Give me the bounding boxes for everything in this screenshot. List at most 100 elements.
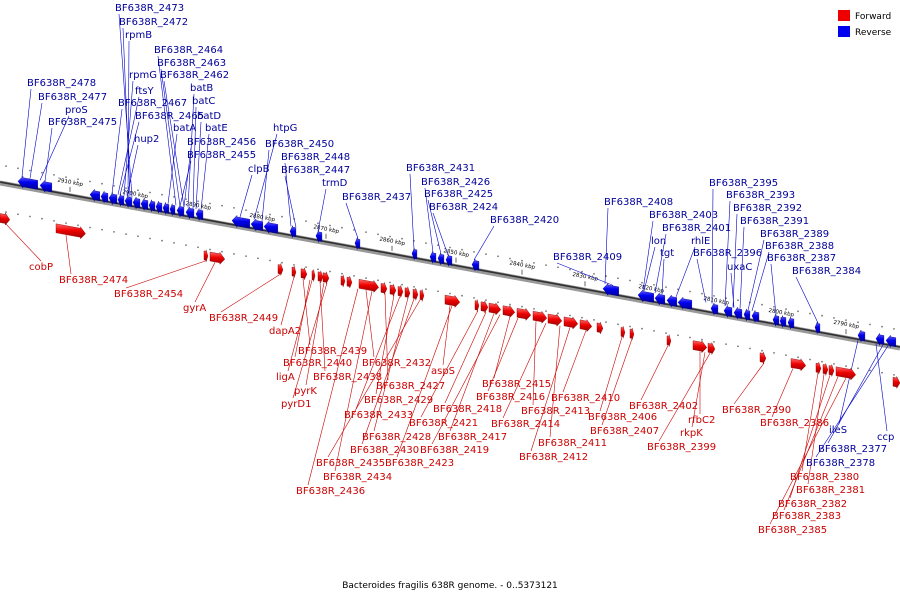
reverse-gene[interactable] (779, 315, 787, 328)
reverse-gene[interactable] (315, 230, 323, 243)
forward-gene[interactable] (822, 363, 829, 376)
forward-gene[interactable] (358, 279, 379, 293)
reverse-gene[interactable] (437, 252, 445, 265)
leader-line (502, 322, 547, 419)
forward-gene[interactable] (480, 300, 489, 314)
reverse-gene[interactable] (666, 294, 677, 308)
reverse-gene[interactable] (723, 304, 733, 318)
reverse-gene[interactable] (169, 203, 176, 216)
forward-gene[interactable] (474, 299, 480, 312)
forward-gene[interactable] (828, 364, 835, 377)
forward-gene[interactable] (488, 302, 502, 316)
forward-gene[interactable] (380, 282, 388, 295)
forward-gene[interactable] (620, 326, 626, 339)
track-dot (809, 312, 811, 315)
reverse-gene[interactable] (263, 220, 278, 234)
reverse-gene[interactable] (250, 218, 263, 232)
forward-gene[interactable] (404, 286, 411, 299)
forward-gene[interactable] (835, 366, 856, 381)
reverse-gene[interactable] (100, 190, 109, 204)
forward-gene[interactable] (516, 307, 532, 321)
forward-gene[interactable] (596, 321, 604, 335)
forward-gene[interactable] (532, 310, 548, 324)
reverse-gene[interactable] (787, 316, 795, 330)
reverse-gene[interactable] (117, 194, 125, 207)
reverse-gene[interactable] (471, 258, 480, 272)
reverse-gene-label: BF638R_2377 (818, 444, 887, 455)
reverse-gene[interactable] (654, 292, 665, 306)
forward-gene[interactable] (412, 288, 419, 301)
track-dot (149, 191, 151, 194)
forward-gene[interactable] (317, 270, 324, 283)
reverse-gene[interactable] (602, 283, 619, 297)
forward-gene[interactable] (892, 376, 900, 390)
forward-gene[interactable] (815, 362, 822, 375)
reverse-gene[interactable] (857, 329, 866, 342)
forward-gene[interactable] (203, 249, 209, 262)
forward-gene[interactable] (759, 351, 767, 364)
reverse-gene[interactable] (108, 191, 118, 205)
forward-gene[interactable] (692, 340, 708, 354)
reverse-gene[interactable] (677, 296, 692, 310)
forward-gene[interactable] (397, 285, 404, 298)
forward-gene[interactable] (209, 251, 226, 265)
reverse-gene[interactable] (17, 175, 38, 190)
reverse-gene[interactable] (162, 202, 170, 215)
reverse-gene[interactable] (176, 204, 185, 218)
reverse-gene[interactable] (743, 308, 751, 321)
forward-gene[interactable] (579, 318, 593, 333)
track-dot (125, 187, 127, 190)
forward-gene[interactable] (322, 271, 330, 284)
forward-gene[interactable] (629, 327, 635, 340)
forward-gene[interactable] (277, 263, 284, 276)
reverse-gene[interactable] (751, 309, 760, 323)
forward-gene[interactable] (790, 358, 807, 372)
reverse-gene[interactable] (733, 306, 743, 320)
forward-gene[interactable] (547, 313, 563, 327)
forward-gene[interactable] (502, 304, 516, 318)
reverse-gene[interactable] (354, 237, 361, 250)
forward-gene[interactable] (300, 267, 308, 280)
reverse-gene[interactable] (195, 207, 204, 221)
forward-gene[interactable] (346, 276, 353, 289)
reverse-gene-label: BF638R_2473 (115, 3, 184, 14)
track-dot (629, 279, 631, 282)
reverse-gene[interactable] (814, 321, 821, 334)
reverse-gene[interactable] (411, 247, 418, 260)
reverse-gene[interactable] (637, 289, 654, 303)
reverse-gene[interactable] (445, 254, 453, 267)
leader-line (711, 188, 714, 304)
leader-line (21, 88, 32, 178)
reverse-gene[interactable] (289, 225, 297, 238)
reverse-gene[interactable] (185, 206, 195, 219)
forward-gene[interactable] (340, 274, 346, 287)
forward-gene[interactable] (389, 284, 397, 297)
reverse-gene[interactable] (132, 196, 141, 210)
reverse-gene[interactable] (89, 188, 101, 202)
reverse-gene[interactable] (155, 201, 163, 214)
reverse-gene[interactable] (885, 334, 896, 348)
reverse-gene[interactable] (772, 314, 780, 327)
forward-gene[interactable] (55, 223, 86, 240)
reverse-gene[interactable] (875, 332, 885, 346)
forward-gene[interactable] (563, 316, 579, 330)
forward-gene[interactable] (291, 265, 297, 278)
reverse-gene[interactable] (148, 199, 156, 212)
forward-gene[interactable] (0, 212, 11, 226)
forward-gene[interactable] (666, 334, 672, 347)
forward-gene[interactable] (444, 294, 461, 308)
legend-reverse-label: Reverse (855, 28, 892, 38)
reverse-gene[interactable] (124, 194, 133, 208)
reverse-gene[interactable] (231, 214, 250, 229)
reverse-gene[interactable] (140, 197, 149, 211)
reverse-gene[interactable] (429, 251, 437, 264)
leader-line (119, 121, 140, 196)
reverse-gene[interactable] (710, 302, 719, 315)
reverse-gene-label: BF638R_2467 (118, 98, 187, 109)
forward-gene[interactable] (707, 342, 716, 356)
track-dot (101, 182, 103, 185)
forward-gene[interactable] (419, 289, 425, 302)
reverse-gene[interactable] (39, 179, 52, 193)
forward-gene[interactable] (311, 269, 316, 282)
leader-line (599, 336, 623, 412)
